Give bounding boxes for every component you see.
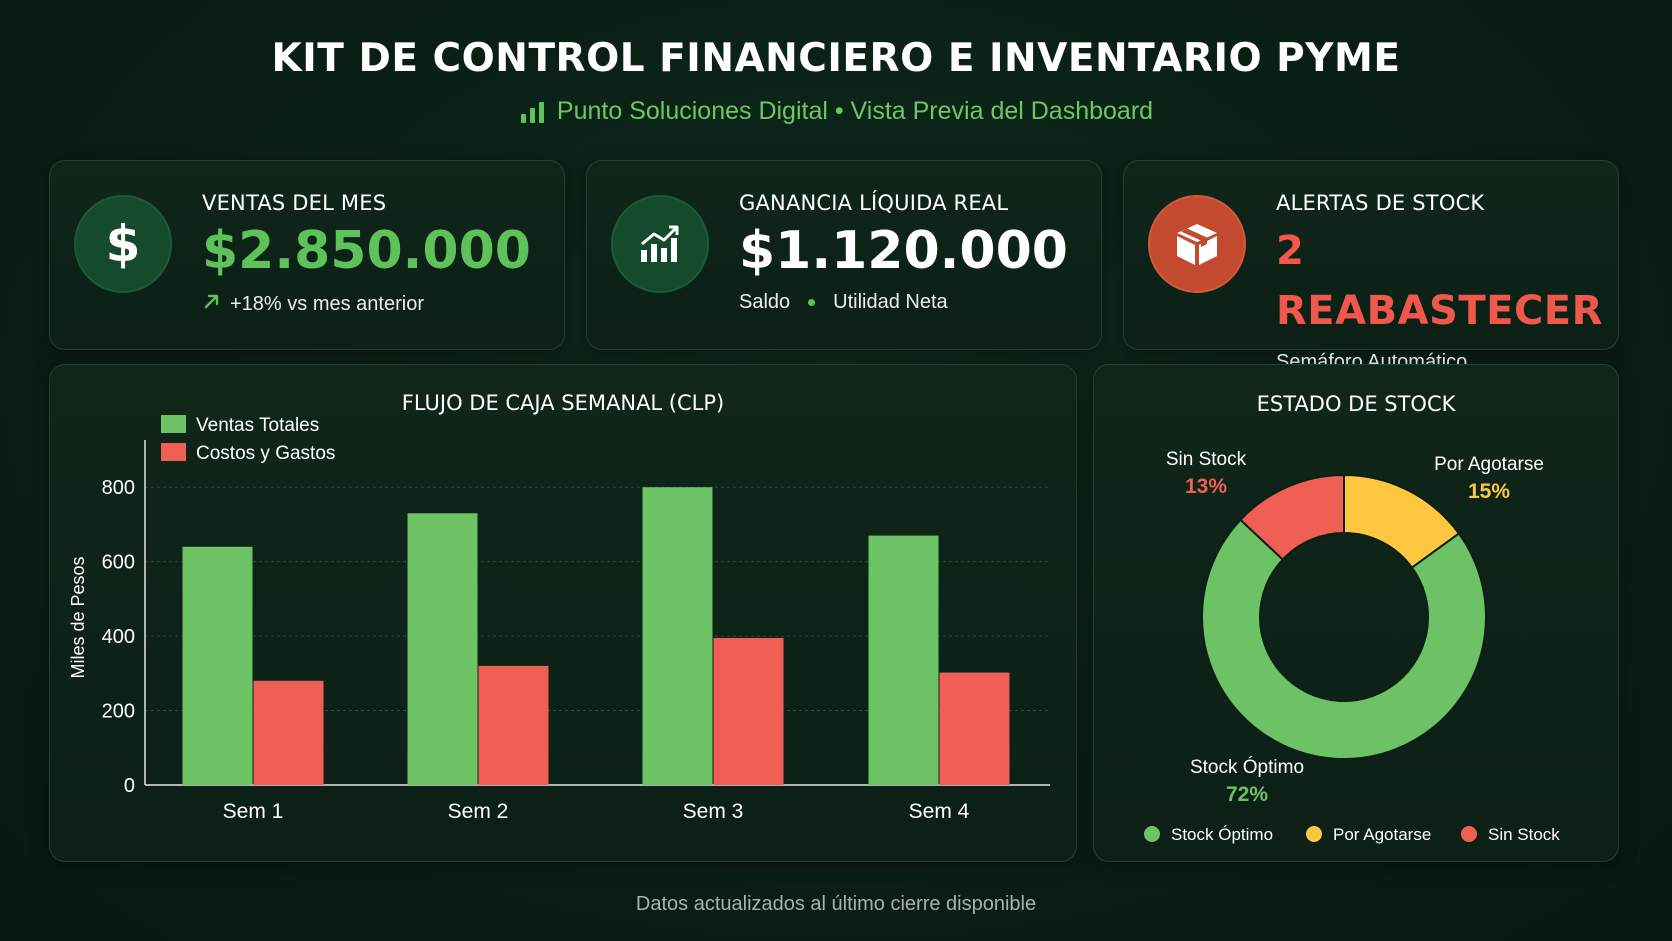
bar-ventas	[407, 513, 478, 785]
kpi-card-sales: $ VENTAS DEL MES $2.850.000 +18% vs mes …	[49, 160, 565, 350]
stock-donut-chart: Stock Óptimo 72% Sin Stock 13% Por Agotarse 1…	[1144, 449, 1560, 844]
donut-slice	[1239, 473, 1345, 561]
kpi-value: $1.120.000	[739, 221, 1068, 281]
legend-dot	[1461, 826, 1477, 842]
subtitle-text: Punto Soluciones Digital • Vista Previa …	[556, 97, 1154, 125]
stock-status-card: ESTADO DE STOCK Stock Óptimo 72% Sin Stock…	[1093, 364, 1619, 862]
bar-costos	[478, 665, 549, 785]
bar-chart-icon	[519, 100, 547, 124]
slice-name-label: Stock Óptimo	[1190, 756, 1304, 778]
bar-ventas	[182, 546, 253, 785]
trend-chart-icon	[611, 195, 709, 293]
x-tick-label: Sem 3	[683, 800, 744, 823]
slice-percent-label: 13%	[1185, 475, 1227, 498]
page-title: KIT DE CONTROL FINANCIERO E INVENTARIO P…	[271, 36, 1401, 81]
kpi-detail: Saldo Utilidad Neta	[739, 291, 1091, 314]
legend-label: Sin Stock	[1488, 825, 1560, 844]
y-tick-label: 400	[102, 626, 135, 648]
legend-label: Ventas Totales	[196, 415, 319, 436]
kpi-card-stock-alerts: ALERTAS DE STOCK 2 REABASTECER Semáforo …	[1123, 160, 1619, 373]
x-tick-label: Sem 4	[909, 800, 970, 823]
kpi-trend: +18% vs mes anterior	[202, 291, 554, 317]
kpi-label: GANANCIA LÍQUIDA REAL	[739, 191, 1009, 215]
page-subtitle: Punto Soluciones Digital • Vista Previa …	[0, 97, 1672, 126]
legend-dot	[1144, 826, 1160, 842]
y-tick-label: 200	[102, 701, 135, 723]
bar-costos	[939, 672, 1010, 785]
cash-flow-chart: 0 200 400 600 800 Miles de Pesos Sem 1 Sem 2 Sem…	[68, 415, 1050, 823]
slice-percent-label: 72%	[1226, 783, 1268, 806]
box-icon	[1148, 195, 1246, 293]
legend-swatch	[161, 415, 186, 433]
dollar-icon: $	[74, 195, 172, 293]
bar-costos	[713, 637, 784, 785]
legend-dot	[1306, 826, 1322, 842]
y-axis-label: Miles de Pesos	[68, 556, 88, 678]
kpi-value: $2.850.000	[202, 221, 531, 281]
y-tick-label: 0	[124, 775, 135, 797]
arrow-up-right-icon	[202, 291, 222, 317]
footer-note: Datos actualizados al último cierre disp…	[635, 893, 1037, 915]
slice-percent-label: 15%	[1468, 480, 1510, 503]
kpi-value: 2 REABASTECER	[1276, 228, 1603, 334]
x-tick-label: Sem 2	[448, 800, 509, 823]
kpi-label: ALERTAS DE STOCK	[1276, 191, 1485, 215]
slice-name-label: Por Agotarse	[1434, 454, 1544, 475]
separator-dot	[808, 299, 816, 306]
legend-label: Por Agotarse	[1333, 825, 1431, 844]
kpi-detail-a: Saldo	[739, 291, 791, 313]
cash-flow-title: FLUJO DE CAJA SEMANAL (CLP)	[401, 391, 725, 415]
stock-status-title: ESTADO DE STOCK	[1256, 392, 1456, 416]
cash-flow-card: FLUJO DE CAJA SEMANAL (CLP) 0 200 400 600 80…	[49, 364, 1077, 862]
bar-ventas	[642, 487, 713, 785]
kpi-detail-b: Utilidad Neta	[833, 291, 948, 313]
header: KIT DE CONTROL FINANCIERO E INVENTARIO P…	[0, 36, 1672, 126]
bar-costos	[253, 680, 324, 785]
slice-name-label: Sin Stock	[1166, 449, 1247, 470]
legend-label: Stock Óptimo	[1171, 825, 1273, 844]
kpi-card-profit: GANANCIA LÍQUIDA REAL $1.120.000 Saldo U…	[586, 160, 1102, 350]
y-tick-label: 800	[102, 477, 135, 499]
bar-ventas	[868, 535, 939, 785]
kpi-label: VENTAS DEL MES	[202, 191, 387, 215]
legend-swatch	[161, 443, 186, 461]
donut-slice	[1201, 518, 1487, 760]
y-tick-label: 600	[102, 552, 135, 574]
x-tick-label: Sem 1	[223, 800, 284, 823]
kpi-trend-text: +18% vs mes anterior	[230, 292, 424, 315]
legend-label: Costos y Gastos	[196, 443, 335, 464]
